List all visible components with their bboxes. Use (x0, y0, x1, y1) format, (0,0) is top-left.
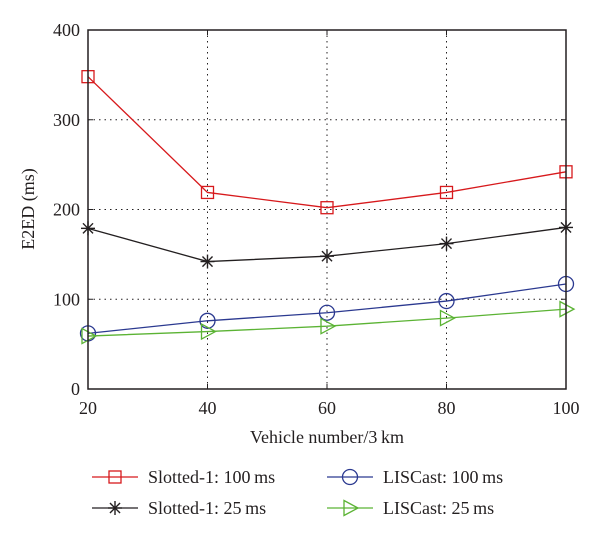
asterisk-stroke (321, 250, 333, 262)
data-point (81, 327, 98, 345)
y-tick-label: 300 (53, 110, 80, 130)
legend-item: Slotted-1: 100 ms (92, 467, 275, 487)
asterisk-stroke (109, 502, 121, 514)
series-line (87, 76, 567, 209)
data-point (559, 300, 576, 318)
data-point (318, 304, 336, 321)
series-group (81, 300, 576, 345)
data-point (320, 317, 337, 335)
data-point (438, 292, 455, 310)
x-axis-title: Vehicle number/3 km (250, 427, 404, 447)
legend-item: LISCast: 100 ms (327, 467, 503, 487)
x-tick-label: 80 (438, 398, 456, 418)
axis-ticks: 20 40 60 80 100 0 100 200 300 400 (53, 20, 580, 418)
series-group (81, 70, 573, 215)
legend-label: Slotted-1: 25 ms (148, 498, 266, 518)
asterisk-stroke (201, 256, 214, 268)
legend-marker (343, 499, 360, 517)
x-tick-label: 100 (553, 398, 580, 418)
legend-label: LISCast: 100 ms (383, 467, 503, 487)
data-point (320, 201, 334, 215)
y-tick-label: 200 (53, 200, 80, 220)
legend-label: LISCast: 25 ms (383, 498, 494, 518)
x-tick-label: 40 (199, 398, 217, 418)
data-point (439, 185, 454, 200)
data-point (200, 185, 215, 200)
legend-marker (108, 501, 122, 515)
asterisk-stroke (440, 238, 453, 250)
x-tick-label: 20 (79, 398, 97, 418)
grid-lines (88, 30, 566, 389)
data-point (199, 312, 216, 329)
y-tick-label: 100 (53, 289, 80, 309)
legend-item: LISCast: 25 ms (327, 498, 494, 518)
legend: Slotted-1: 100 ms Slotted-1: 25 ms LISCast… (92, 467, 503, 518)
legend-label: Slotted-1: 100 ms (148, 467, 275, 487)
data-point (439, 309, 456, 327)
y-tick-label: 400 (53, 20, 80, 40)
legend-marker (341, 468, 359, 486)
legend-marker (108, 470, 122, 484)
data-point (200, 254, 215, 269)
y-axis-title: E2ED (ms) (18, 168, 39, 249)
series-line (87, 283, 567, 335)
data-point (439, 236, 454, 251)
data-point (200, 322, 217, 341)
series-line (87, 308, 567, 337)
series-group (79, 275, 575, 342)
series-layer (79, 70, 576, 345)
legend-item: Slotted-1: 25 ms (92, 498, 266, 518)
y-tick-label: 0 (71, 379, 80, 399)
x-tick-label: 60 (318, 398, 336, 418)
data-point (320, 249, 334, 264)
